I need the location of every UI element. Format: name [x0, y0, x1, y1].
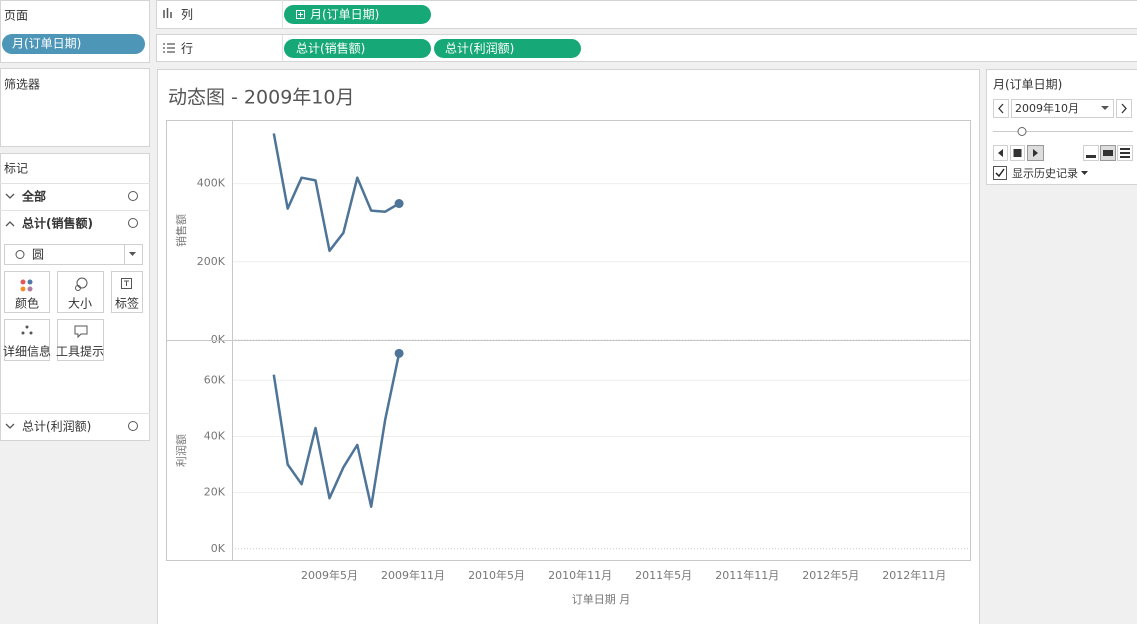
columns-pill[interactable] — [284, 5, 431, 24]
page-current: 2009年10月 — [1015, 101, 1079, 115]
icon — [27, 286, 33, 292]
marks-title: 标记 — [4, 162, 28, 176]
speed-slow[interactable] — [1083, 145, 1099, 161]
current-point — [394, 199, 404, 209]
history-label[interactable]: 显示历史记录 — [1012, 167, 1078, 180]
x-axis-title: 订单日期 月 — [572, 593, 631, 606]
mark-type: 圆 — [32, 248, 44, 262]
y-axis-title: 销售额 — [174, 214, 188, 247]
mark-type-dropdown[interactable] — [4, 244, 143, 265]
page-control — [986, 69, 1137, 185]
page-dropdown[interactable] — [1011, 99, 1114, 118]
pill-icon — [298, 12, 303, 17]
y-tick-label: 400K — [197, 177, 226, 190]
button-label: 颜色 — [15, 296, 39, 311]
marks-all[interactable]: 全部 — [21, 189, 46, 204]
x-tick-label: 2010年11月 — [548, 568, 612, 582]
current-point — [394, 348, 404, 358]
icon — [76, 277, 88, 289]
pages-title: 页面 — [4, 9, 28, 23]
chevron[interactable] — [5, 221, 15, 227]
y-tick-label: 0K — [211, 542, 226, 555]
mark-icon — [128, 421, 138, 431]
mark-icon — [128, 218, 138, 228]
filters-panel — [0, 68, 150, 147]
y-tick-label: 200K — [197, 255, 226, 268]
next-button[interactable] — [1116, 99, 1132, 118]
icon — [29, 331, 33, 335]
chevron[interactable] — [5, 193, 15, 199]
mark-type-icon — [15, 250, 25, 259]
dropdown-arrow — [1081, 171, 1088, 175]
y-tick-label: 0K — [211, 333, 226, 346]
sheet — [157, 69, 980, 624]
icon — [25, 325, 29, 329]
rows-icon — [163, 43, 175, 53]
y-tick-label: 60K — [204, 373, 226, 386]
rows-pill[interactable] — [284, 39, 431, 58]
page-control-title: 月(订单日期) — [993, 78, 1062, 92]
columns-label: 列 — [181, 8, 193, 22]
x-tick-label: 2009年11月 — [381, 568, 445, 582]
icon — [1120, 148, 1130, 158]
x-tick-label: 2010年5月 — [468, 568, 525, 582]
check — [995, 168, 1005, 178]
icon — [998, 149, 1003, 157]
icon — [1086, 155, 1096, 158]
slider-thumb[interactable] — [1017, 127, 1027, 136]
y-tick-label: 20K — [204, 486, 226, 499]
rows-pill-label: 总计(销售额) — [296, 41, 365, 56]
dropdown-arrow — [1101, 106, 1109, 110]
x-tick-label: 2012年5月 — [802, 568, 859, 582]
marks-profit[interactable]: 总计(利润额) — [22, 420, 91, 434]
columns-icon — [163, 8, 172, 18]
line — [272, 353, 401, 508]
y-tick-label: 40K — [204, 429, 226, 442]
icon — [1121, 103, 1127, 114]
icon — [20, 279, 26, 285]
x-tick-label: 2011年11月 — [715, 568, 779, 582]
marks-sales[interactable]: 总计(销售额) — [22, 216, 93, 231]
pages-pill[interactable] — [2, 34, 145, 54]
x-tick-label: 2009年5月 — [301, 568, 358, 582]
filters-title: 筛选器 — [4, 77, 40, 92]
line — [272, 133, 400, 253]
y-axis-title: 利润额 — [174, 434, 188, 467]
icon — [124, 280, 129, 286]
rows-label: 行 — [181, 42, 193, 56]
icon — [1033, 149, 1038, 157]
pill-icon — [296, 10, 305, 19]
history-checkbox[interactable] — [993, 166, 1007, 180]
pages-pill-label: 月(订单日期) — [12, 37, 81, 51]
button-label: 大小 — [68, 297, 92, 311]
chevron[interactable] — [5, 423, 15, 429]
rows-pill[interactable] — [434, 39, 581, 58]
icon — [21, 331, 25, 335]
button-label: 标签 — [115, 296, 139, 311]
icon — [20, 286, 26, 292]
button-label: 工具提示 — [56, 344, 104, 359]
mark-icon — [128, 191, 138, 201]
icon — [75, 285, 81, 291]
icon — [121, 278, 132, 289]
icon — [998, 103, 1004, 114]
color-button[interactable] — [4, 271, 50, 313]
icon — [1103, 150, 1113, 156]
button-label: 详细信息 — [3, 344, 51, 359]
x-tick-label: 2012年11月 — [882, 568, 946, 582]
x-tick-label: 2011年5月 — [635, 568, 692, 582]
chart-title: 动态图 - 2009年10月 — [168, 87, 354, 109]
icon — [1013, 149, 1022, 157]
icon — [74, 325, 88, 339]
rows-pill-label: 总计(利润额) — [445, 42, 514, 56]
icon — [27, 279, 33, 285]
columns-pill-label: 月(订单日期) — [310, 8, 379, 22]
dropdown-arrow — [129, 252, 136, 256]
prev-button[interactable] — [993, 99, 1009, 118]
